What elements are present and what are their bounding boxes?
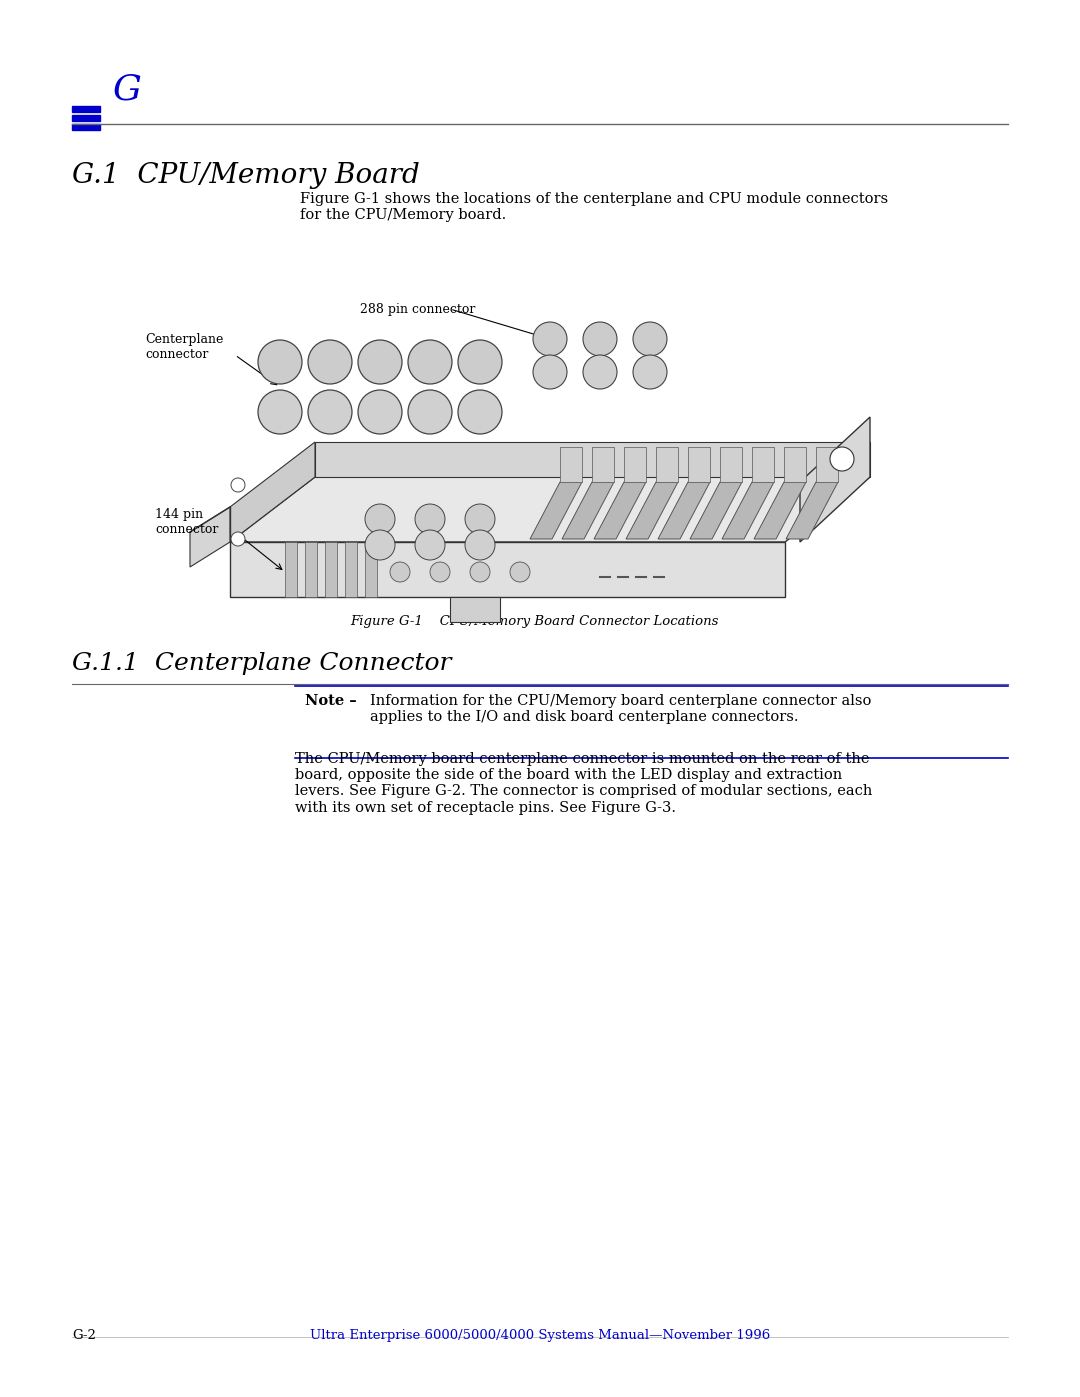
Polygon shape — [230, 476, 870, 542]
Circle shape — [415, 529, 445, 560]
Polygon shape — [624, 447, 646, 482]
Polygon shape — [592, 447, 615, 482]
Polygon shape — [594, 482, 646, 539]
Polygon shape — [450, 597, 500, 622]
Text: Figure G-1 shows the locations of the centerplane and CPU module connectors
for : Figure G-1 shows the locations of the ce… — [300, 191, 888, 222]
Circle shape — [430, 562, 450, 583]
Circle shape — [583, 321, 617, 356]
Circle shape — [308, 390, 352, 434]
Circle shape — [258, 390, 302, 434]
Circle shape — [365, 529, 395, 560]
Polygon shape — [688, 447, 710, 482]
Bar — [72, 106, 100, 112]
Text: G-2: G-2 — [72, 1329, 96, 1343]
Circle shape — [231, 478, 245, 492]
Text: Figure G-1    CPU/Memory Board Connector Locations: Figure G-1 CPU/Memory Board Connector Lo… — [350, 615, 718, 629]
Polygon shape — [656, 447, 678, 482]
Text: G.1.1  Centerplane Connector: G.1.1 Centerplane Connector — [72, 652, 451, 675]
Polygon shape — [816, 447, 838, 482]
Polygon shape — [754, 482, 806, 539]
Text: G.1  CPU/Memory Board: G.1 CPU/Memory Board — [72, 162, 420, 189]
Polygon shape — [784, 447, 806, 482]
Polygon shape — [230, 542, 785, 597]
Circle shape — [633, 321, 667, 356]
Polygon shape — [720, 447, 742, 482]
Circle shape — [357, 390, 402, 434]
Circle shape — [465, 504, 495, 534]
Polygon shape — [230, 441, 315, 542]
Polygon shape — [190, 507, 230, 567]
Circle shape — [510, 562, 530, 583]
Circle shape — [415, 504, 445, 534]
Polygon shape — [800, 416, 870, 542]
Text: The CPU/Memory board centerplane connector is mounted on the rear of the
board, : The CPU/Memory board centerplane connect… — [295, 752, 873, 814]
Circle shape — [365, 504, 395, 534]
Bar — [72, 115, 100, 122]
Circle shape — [408, 390, 453, 434]
Circle shape — [470, 562, 490, 583]
Polygon shape — [530, 482, 582, 539]
Polygon shape — [752, 447, 774, 482]
Circle shape — [390, 562, 410, 583]
Circle shape — [458, 390, 502, 434]
Text: 288 pin connector: 288 pin connector — [360, 303, 475, 316]
Circle shape — [633, 355, 667, 388]
Bar — [72, 123, 100, 130]
Polygon shape — [723, 482, 774, 539]
Text: Note –: Note – — [305, 694, 356, 708]
Polygon shape — [325, 542, 337, 597]
Circle shape — [308, 339, 352, 384]
Polygon shape — [305, 542, 318, 597]
Circle shape — [408, 339, 453, 384]
Polygon shape — [285, 542, 297, 597]
Circle shape — [534, 321, 567, 356]
Polygon shape — [315, 441, 870, 476]
Polygon shape — [345, 542, 357, 597]
Polygon shape — [561, 447, 582, 482]
Text: 144 pin
connector: 144 pin connector — [156, 509, 218, 536]
Circle shape — [583, 355, 617, 388]
Text: G: G — [112, 73, 140, 106]
Circle shape — [831, 447, 854, 471]
Text: Centerplane
connector: Centerplane connector — [145, 332, 224, 360]
Text: Ultra Enterprise 6000/5000/4000 Systems Manual—November 1996: Ultra Enterprise 6000/5000/4000 Systems … — [310, 1329, 770, 1343]
Circle shape — [458, 339, 502, 384]
Text: Information for the CPU/Memory board centerplane connector also
applies to the I: Information for the CPU/Memory board cen… — [370, 694, 872, 724]
Circle shape — [231, 532, 245, 546]
Circle shape — [357, 339, 402, 384]
Polygon shape — [658, 482, 710, 539]
Polygon shape — [365, 542, 377, 597]
Circle shape — [534, 355, 567, 388]
Polygon shape — [786, 482, 838, 539]
Circle shape — [258, 339, 302, 384]
Polygon shape — [562, 482, 615, 539]
Polygon shape — [690, 482, 742, 539]
Polygon shape — [626, 482, 678, 539]
Circle shape — [465, 529, 495, 560]
